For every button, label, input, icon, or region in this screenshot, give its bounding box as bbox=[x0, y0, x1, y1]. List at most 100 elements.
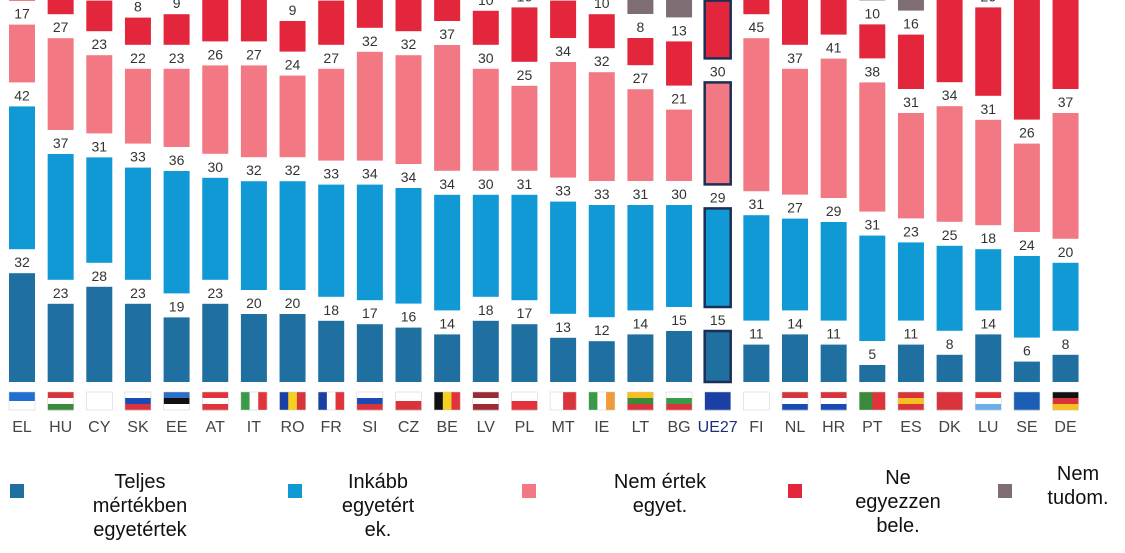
bar-fr-s2 bbox=[318, 68, 345, 161]
bar-bg-s2 bbox=[666, 109, 693, 181]
data-label-pl-s1: 31 bbox=[517, 176, 533, 192]
flag-border bbox=[1013, 391, 1041, 411]
data-label-fi-s2: 45 bbox=[749, 19, 765, 35]
data-label-sk-s2: 22 bbox=[130, 50, 146, 66]
bar-hu-s0 bbox=[47, 303, 74, 382]
bar-ue27-s3 bbox=[703, 0, 732, 60]
data-label-ue27-s0: 15 bbox=[710, 312, 726, 328]
bar-se-s2 bbox=[1013, 143, 1040, 232]
flag-bg-icon bbox=[665, 391, 693, 411]
data-label-lt-s2: 27 bbox=[633, 70, 649, 86]
flag-stripe bbox=[86, 392, 113, 411]
data-label-bg-s0: 15 bbox=[671, 312, 687, 328]
bar-ro-s1 bbox=[279, 181, 306, 290]
tick-label-be: BE bbox=[436, 419, 457, 436]
data-label-ee-s1: 36 bbox=[169, 152, 185, 168]
bar-cz-s2 bbox=[395, 55, 422, 165]
bar-ie-s3 bbox=[588, 14, 615, 49]
data-label-ro-s1: 32 bbox=[285, 162, 301, 178]
data-label-ie-s1: 33 bbox=[594, 186, 610, 202]
flag-stripe bbox=[9, 392, 35, 402]
bar-lv-s1 bbox=[472, 194, 499, 297]
flag-stripe bbox=[9, 401, 35, 411]
flag-ee-icon bbox=[163, 391, 190, 411]
flag-border bbox=[395, 391, 422, 411]
bar-cz-s0 bbox=[395, 327, 422, 382]
tick-label-lt: LT bbox=[632, 419, 650, 436]
bar-el-s2 bbox=[9, 24, 35, 83]
flag-stripe bbox=[511, 401, 538, 411]
flag-border bbox=[202, 391, 229, 411]
tick-label-es: ES bbox=[900, 419, 921, 436]
bar-be-s2 bbox=[434, 45, 461, 171]
flag-stripe bbox=[872, 392, 886, 410]
flag-stripe bbox=[472, 404, 499, 411]
flag-stripe bbox=[356, 392, 383, 399]
bar-si-s2 bbox=[356, 51, 383, 161]
flag-be-icon bbox=[433, 391, 461, 411]
flag-border bbox=[8, 391, 36, 411]
data-label-ro-s2: 24 bbox=[285, 57, 301, 73]
flag-stripe bbox=[163, 398, 190, 405]
data-label-pt-s1: 31 bbox=[865, 217, 881, 233]
data-label-de-s1: 20 bbox=[1058, 244, 1074, 260]
data-label-es-s2: 31 bbox=[903, 94, 919, 110]
flag-stripe bbox=[666, 392, 693, 399]
bar-lt-s2 bbox=[627, 89, 654, 181]
bar-el-s3 bbox=[9, 0, 35, 1]
data-label-se-s0: 6 bbox=[1023, 343, 1031, 359]
bar-hr-s3 bbox=[820, 0, 847, 35]
data-label-pl-s3: 16 bbox=[517, 0, 533, 4]
data-label-hu-s1: 37 bbox=[53, 135, 69, 151]
data-label-ie-s2: 32 bbox=[594, 53, 610, 69]
tick-label-ie: IE bbox=[594, 419, 609, 436]
legend-swatch-ne-egyezzen bbox=[788, 484, 802, 498]
tick-label-bg: BG bbox=[667, 419, 690, 436]
stacked-bar-chart: 32421754EL23372776HU28312399CY233322814S… bbox=[8, 0, 1079, 436]
data-label-cy-s2: 23 bbox=[92, 36, 108, 52]
data-label-ue27-s2: 30 bbox=[710, 63, 726, 79]
flag-stripe bbox=[202, 392, 229, 399]
tick-label-fi: FI bbox=[749, 419, 763, 436]
bar-hr-s1 bbox=[820, 222, 847, 321]
flag-stripe bbox=[434, 392, 444, 410]
data-label-pl-s0: 17 bbox=[517, 305, 533, 321]
flag-pl-icon bbox=[511, 391, 538, 411]
flag-stripe bbox=[704, 392, 731, 411]
bar-fi-s3 bbox=[743, 0, 770, 15]
data-label-es-s1: 23 bbox=[903, 223, 919, 239]
flag-border bbox=[820, 391, 847, 411]
data-label-es-s0: 11 bbox=[904, 326, 919, 342]
bar-es-s1 bbox=[897, 242, 924, 321]
flag-stripe bbox=[1052, 398, 1079, 405]
flag-fi-icon bbox=[743, 391, 770, 411]
flag-lv-icon bbox=[472, 391, 500, 411]
data-label-mt-s2: 34 bbox=[555, 43, 571, 59]
bar-ro-s0 bbox=[279, 314, 306, 382]
bar-nl-s0 bbox=[782, 334, 808, 382]
bar-el-s0 bbox=[9, 273, 35, 382]
legend: Teljes mértékben egyetértek Inkább egyetért… bbox=[0, 463, 1125, 553]
bar-hr-s2 bbox=[820, 58, 847, 198]
flag-stripe bbox=[627, 398, 654, 405]
bar-nl-s2 bbox=[782, 68, 808, 195]
bar-ie-s0 bbox=[588, 341, 615, 382]
flag-fr-icon bbox=[317, 391, 345, 411]
data-label-ro-s3: 9 bbox=[289, 2, 297, 18]
flag-stripe bbox=[202, 404, 229, 411]
data-label-nl-s1: 27 bbox=[787, 200, 803, 216]
tick-label-se: SE bbox=[1016, 419, 1037, 436]
data-label-ie-s3: 10 bbox=[594, 0, 610, 11]
data-label-hr-s0: 11 bbox=[826, 326, 841, 342]
bar-nl-s1 bbox=[782, 218, 808, 311]
bar-bg-s0 bbox=[666, 331, 693, 382]
tick-label-cz: CZ bbox=[398, 419, 420, 436]
tick-label-hr: HR bbox=[822, 419, 845, 436]
flag-es-icon bbox=[897, 391, 925, 411]
flag-stripe bbox=[782, 398, 808, 405]
flag-stripe bbox=[782, 404, 808, 411]
bar-lu-s2 bbox=[975, 119, 1002, 226]
data-label-dk-s0: 8 bbox=[946, 336, 954, 352]
flag-stripe bbox=[820, 398, 847, 405]
bar-ie-s2 bbox=[588, 72, 615, 181]
